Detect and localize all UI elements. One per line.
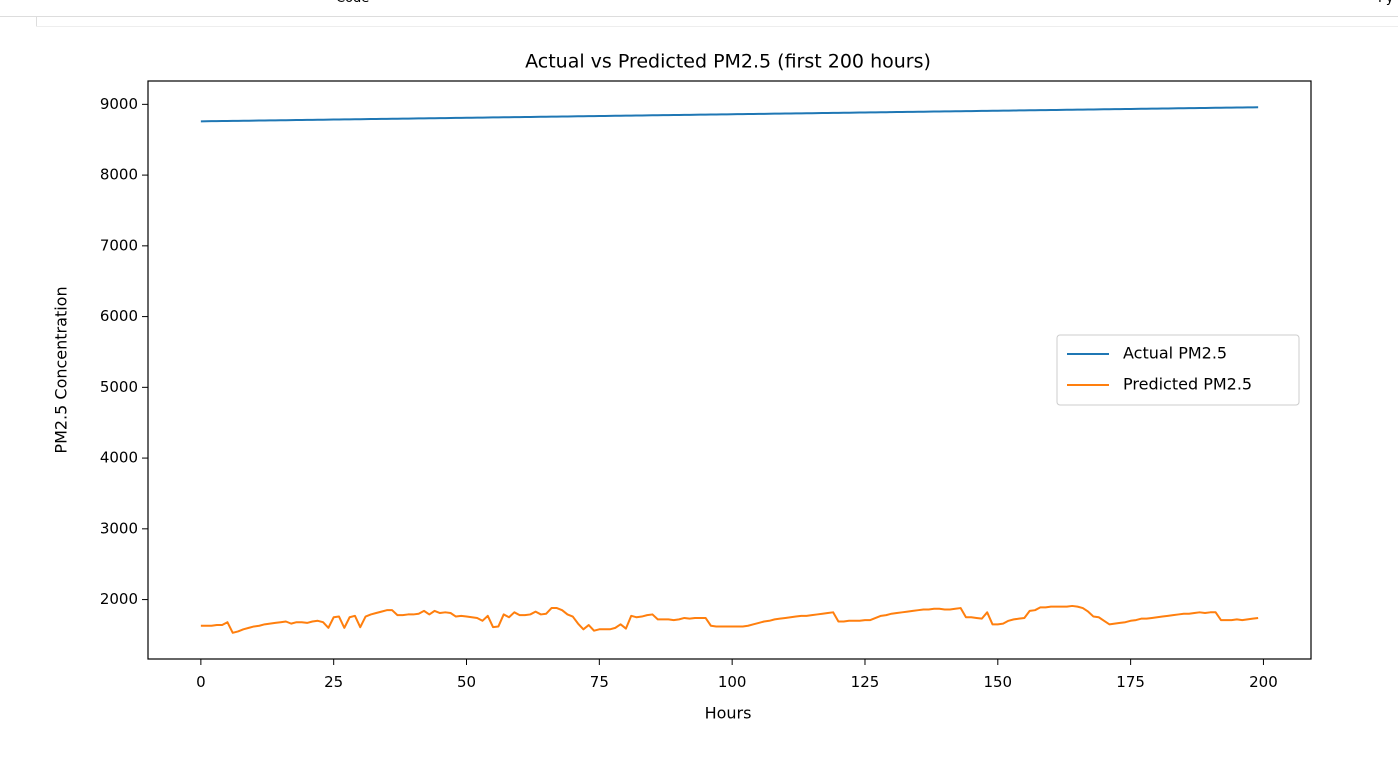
chart-title: Actual vs Predicted PM2.5 (first 200 hou… [525, 51, 931, 73]
x-tick-label: 125 [851, 673, 880, 691]
y-tick-label: 3000 [100, 519, 138, 537]
x-tick-label: 25 [324, 673, 343, 691]
x-tick-label: 0 [196, 673, 206, 691]
legend-label: Predicted PM2.5 [1123, 375, 1252, 394]
kernel-name[interactable]: Py [1378, 0, 1394, 6]
y-tick-label: 6000 [100, 307, 138, 325]
y-tick-label: 2000 [100, 590, 138, 608]
toolbar [0, 0, 1398, 16]
data-line [200, 604, 1259, 634]
x-axis-label: Hours [705, 704, 752, 723]
legend-frame [1056, 334, 1300, 406]
y-tick-label: 4000 [100, 449, 138, 467]
x-tick-label: 150 [983, 673, 1012, 691]
x-tick-label: 175 [1116, 673, 1145, 691]
x-tick-label: 50 [457, 673, 476, 691]
legend-label: Actual PM2.5 [1123, 344, 1227, 363]
x-tick-label: 200 [1249, 673, 1278, 691]
x-tick-label: 100 [718, 673, 747, 691]
y-tick-label: 7000 [100, 236, 138, 254]
y-tick-label: 8000 [100, 166, 138, 184]
y-axis-label: PM2.5 Concentration [52, 286, 71, 453]
y-tick-label: 5000 [100, 378, 138, 396]
x-tick-label: 75 [590, 673, 609, 691]
data-line [200, 106, 1259, 123]
y-tick-label: 9000 [100, 95, 138, 113]
plot-frame [147, 80, 1312, 660]
cell-type[interactable]: Code [336, 0, 369, 6]
